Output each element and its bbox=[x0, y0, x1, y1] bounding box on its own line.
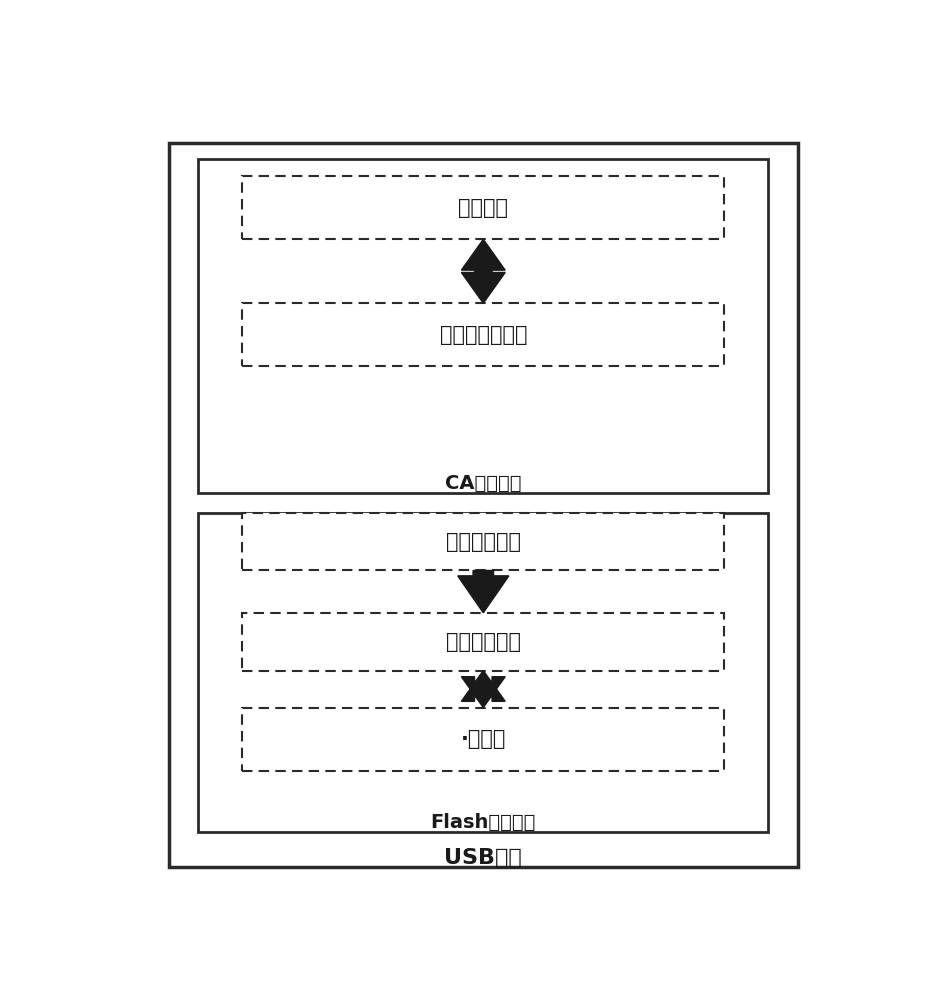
Text: ·数据库: ·数据库 bbox=[460, 729, 506, 749]
Text: Flash存储芒片: Flash存储芒片 bbox=[431, 813, 536, 832]
Text: 密鑰管理: 密鑰管理 bbox=[458, 198, 508, 218]
Text: 版本控制程序: 版本控制程序 bbox=[446, 532, 521, 552]
Bar bbox=[242, 613, 724, 671]
Bar bbox=[198, 158, 769, 493]
Text: 编制管理系统: 编制管理系统 bbox=[446, 632, 521, 652]
Polygon shape bbox=[461, 239, 505, 303]
Polygon shape bbox=[461, 671, 505, 708]
Bar bbox=[242, 303, 724, 366]
Bar bbox=[242, 708, 724, 771]
Text: USB设备: USB设备 bbox=[444, 848, 522, 868]
Bar bbox=[169, 143, 798, 867]
Bar bbox=[198, 513, 769, 832]
Text: 数字证书存储区: 数字证书存储区 bbox=[439, 325, 527, 345]
Bar bbox=[242, 176, 724, 239]
Bar bbox=[242, 513, 724, 570]
Text: CA认证模块: CA认证模块 bbox=[445, 474, 521, 493]
Polygon shape bbox=[457, 570, 509, 613]
